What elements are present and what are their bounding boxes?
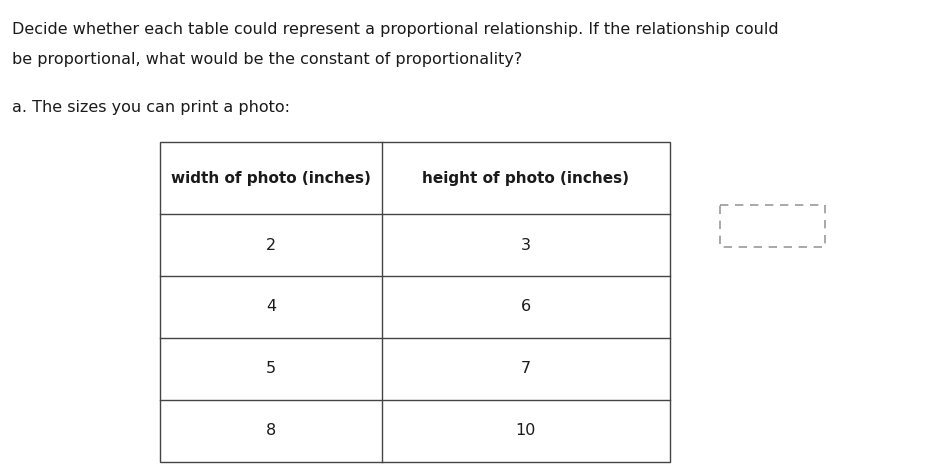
Text: 10: 10: [516, 423, 536, 438]
Text: width of photo (inches): width of photo (inches): [171, 171, 371, 185]
Text: 7: 7: [521, 362, 531, 376]
Text: 4: 4: [266, 300, 276, 315]
Text: be proportional, what would be the constant of proportionality?: be proportional, what would be the const…: [12, 52, 523, 67]
Text: a. The sizes you can print a photo:: a. The sizes you can print a photo:: [12, 100, 290, 115]
Bar: [160, 142, 670, 462]
Text: 2: 2: [266, 237, 276, 253]
Text: 5: 5: [266, 362, 276, 376]
Bar: [720, 205, 825, 247]
Text: Decide whether each table could represent a proportional relationship. If the re: Decide whether each table could represen…: [12, 22, 779, 37]
Text: 6: 6: [521, 300, 531, 315]
Text: 8: 8: [266, 423, 276, 438]
Text: 3: 3: [521, 237, 531, 253]
Text: height of photo (inches): height of photo (inches): [423, 171, 629, 185]
